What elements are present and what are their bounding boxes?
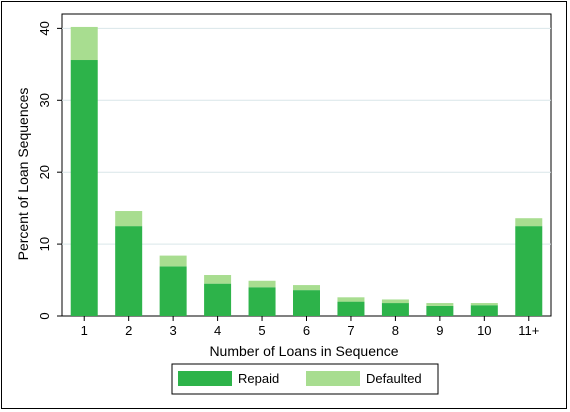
x-tick-label: 9 xyxy=(436,323,443,338)
y-tick-label: 0 xyxy=(37,312,52,319)
grid-lines xyxy=(61,13,552,317)
x-tick-label: 2 xyxy=(125,323,132,338)
bar-defaulted-11+ xyxy=(515,218,543,227)
x-tick-label: 4 xyxy=(214,323,221,338)
x-tick-label: 3 xyxy=(170,323,177,338)
bar-defaulted-3 xyxy=(159,255,187,267)
legend-swatch-repaid xyxy=(178,371,232,386)
y-tick-label: 30 xyxy=(37,93,52,107)
bar-repaid-4 xyxy=(204,283,232,316)
bar-repaid-2 xyxy=(115,226,143,316)
x-tick-label: 7 xyxy=(347,323,354,338)
bar-defaulted-9 xyxy=(426,303,454,306)
y-tick-label: 10 xyxy=(37,237,52,251)
bars xyxy=(70,26,543,317)
x-tick-label: 8 xyxy=(392,323,399,338)
x-tick-label: 11+ xyxy=(518,323,539,338)
bar-repaid-1 xyxy=(70,60,98,317)
bar-defaulted-1 xyxy=(70,26,98,61)
bar-defaulted-2 xyxy=(115,211,143,227)
legend-label-defaulted: Defaulted xyxy=(366,371,422,386)
x-tick-label: 6 xyxy=(303,323,310,338)
bar-defaulted-6 xyxy=(293,285,320,291)
bar-repaid-9 xyxy=(426,305,454,316)
x-tick-label: 10 xyxy=(477,323,491,338)
legend: Repaid Defaulted xyxy=(171,363,439,395)
legend-label-repaid: Repaid xyxy=(238,371,279,386)
x-tick-label: 5 xyxy=(258,323,265,338)
bar-defaulted-7 xyxy=(337,297,365,302)
bar-repaid-6 xyxy=(293,290,320,316)
bar-repaid-10 xyxy=(470,305,498,316)
bar-repaid-7 xyxy=(337,301,365,316)
bar-repaid-5 xyxy=(248,287,276,316)
bar-defaulted-10 xyxy=(470,303,498,306)
bar-defaulted-4 xyxy=(204,275,232,284)
legend-swatch-defaulted xyxy=(306,371,360,386)
plot-area xyxy=(61,13,552,317)
bar-defaulted-8 xyxy=(381,299,409,304)
x-axis-label: Number of Loans in Sequence xyxy=(209,343,398,359)
bar-repaid-8 xyxy=(381,303,409,316)
bar-defaulted-5 xyxy=(248,280,276,288)
x-tick-label: 1 xyxy=(81,323,88,338)
y-tick-label: 20 xyxy=(37,165,52,179)
bar-repaid-3 xyxy=(159,266,187,316)
y-tick-label: 40 xyxy=(37,21,52,35)
bar-repaid-11+ xyxy=(515,226,543,316)
axes: 0 10 20 30 40 1 2 3 4 5 6 7 8 9 10 11+ xyxy=(37,21,539,338)
y-axis-label: Percent of Loan Sequences xyxy=(15,88,31,261)
